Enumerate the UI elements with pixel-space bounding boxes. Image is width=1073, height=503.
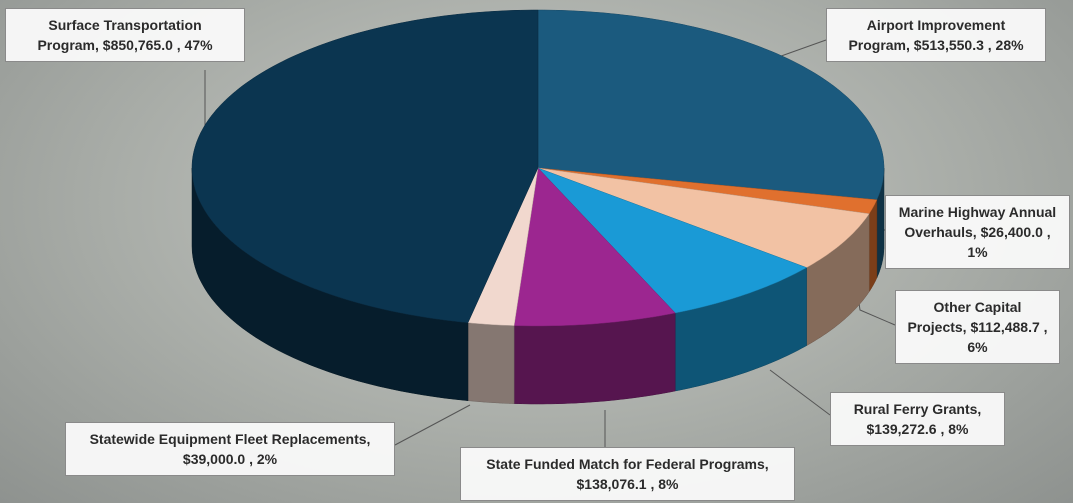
label-value: $850,765.0 , 47% bbox=[102, 37, 213, 53]
slice-side bbox=[513, 312, 676, 405]
slice bbox=[537, 167, 808, 314]
slice bbox=[191, 9, 539, 323]
slice-side bbox=[467, 322, 515, 404]
side-walls bbox=[191, 167, 885, 405]
data-label: Statewide Equipment Fleet Replacements, … bbox=[65, 422, 395, 476]
data-label: Surface Transportation Program, $850,765… bbox=[5, 8, 245, 62]
label-category: Rural Ferry Grants, bbox=[853, 401, 982, 417]
slice bbox=[537, 9, 885, 201]
label-category: Airport Improvement Program, bbox=[848, 17, 1006, 53]
label-value: $112,488.7 , 6% bbox=[967, 319, 1048, 355]
slice-side bbox=[868, 199, 878, 293]
slice bbox=[537, 167, 870, 268]
leader-line bbox=[769, 369, 831, 416]
top-faces bbox=[191, 9, 885, 327]
leader-line bbox=[394, 404, 471, 446]
data-label: Rural Ferry Grants, $139,272.6 , 8% bbox=[830, 392, 1005, 446]
data-label: Other Capital Projects, $112,488.7 , 6% bbox=[895, 290, 1060, 364]
label-category: Marine Highway Annual Overhauls, bbox=[898, 204, 1057, 240]
data-label: Marine Highway Annual Overhauls, $26,400… bbox=[885, 195, 1070, 269]
slice bbox=[537, 167, 878, 214]
label-value: $139,272.6 , 8% bbox=[866, 421, 969, 437]
slice bbox=[513, 167, 676, 327]
label-category: State Funded Match for Federal Programs, bbox=[486, 456, 769, 472]
label-category: Other Capital Projects, bbox=[907, 299, 1022, 335]
data-label: Airport Improvement Program, $513,550.3 … bbox=[826, 8, 1046, 62]
label-category: Statewide Equipment Fleet Replacements, bbox=[89, 431, 371, 447]
label-category: Surface Transportation Program, bbox=[37, 17, 202, 53]
label-value: $26,400.0 , 1% bbox=[967, 224, 1051, 260]
label-value: $513,550.3 , 28% bbox=[913, 37, 1024, 53]
label-value: $138,076.1 , 8% bbox=[576, 476, 679, 492]
data-label: State Funded Match for Federal Programs,… bbox=[460, 447, 795, 501]
label-value: $39,000.0 , 2% bbox=[182, 451, 278, 467]
slice bbox=[467, 167, 539, 326]
